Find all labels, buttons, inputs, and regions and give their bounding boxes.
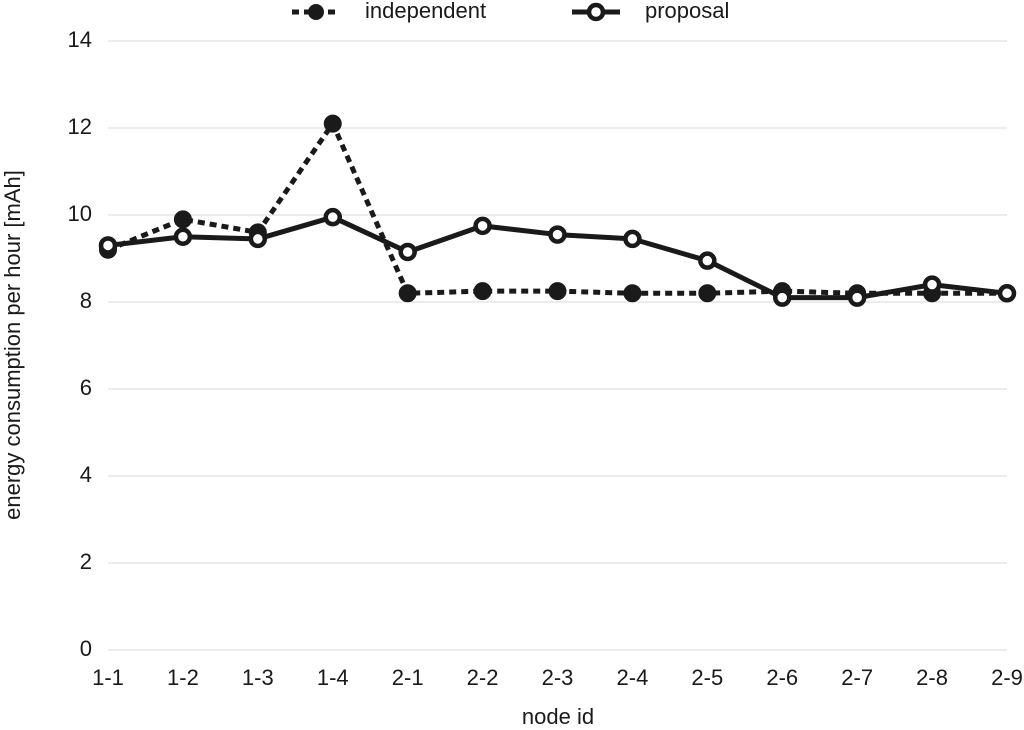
marker	[623, 284, 642, 303]
marker	[473, 216, 492, 236]
x-tick-label: 1-4	[317, 665, 349, 690]
legend-label: proposal	[645, 0, 729, 23]
marker	[922, 275, 942, 294]
marker	[323, 207, 342, 227]
x-tick-label: 1-2	[167, 665, 199, 690]
marker	[773, 288, 792, 307]
marker	[473, 282, 492, 301]
marker	[698, 284, 717, 303]
marker	[548, 225, 567, 244]
legend-marker	[308, 4, 324, 20]
legend-label: independent	[365, 0, 486, 23]
y-tick-label: 4	[80, 462, 92, 487]
marker	[997, 284, 1017, 303]
marker	[398, 242, 417, 262]
y-axis-title: energy consumption per hour [mAh]	[0, 170, 25, 520]
y-tick-label: 12	[68, 114, 92, 139]
marker	[698, 251, 717, 270]
x-tick-label: 2-2	[467, 665, 499, 690]
x-tick-label: 2-9	[991, 665, 1023, 690]
series-line	[107, 121, 1007, 296]
marker	[398, 284, 417, 303]
marker	[173, 227, 193, 246]
y-tick-label: 6	[80, 375, 92, 400]
x-axis-title: node id	[522, 704, 594, 729]
y-tick-label: 10	[68, 201, 92, 226]
x-tick-label: 2-5	[691, 665, 723, 690]
x-tick-label: 2-8	[916, 665, 948, 690]
marker	[173, 210, 192, 229]
marker	[98, 236, 118, 255]
marker	[548, 282, 567, 301]
marker	[323, 114, 342, 133]
marker	[623, 229, 642, 249]
marker	[847, 288, 867, 307]
marker	[248, 229, 268, 249]
x-tick-label: 2-4	[617, 665, 649, 690]
y-tick-label: 8	[80, 288, 92, 313]
x-tick-label: 2-7	[841, 665, 873, 690]
x-tick-label: 1-3	[242, 665, 274, 690]
y-tick-label: 0	[80, 636, 92, 661]
legend-marker	[586, 2, 606, 22]
y-tick-label: 14	[68, 27, 92, 52]
x-tick-label: 2-3	[542, 665, 574, 690]
x-tick-label: 2-1	[392, 665, 424, 690]
y-tick-label: 2	[80, 549, 92, 574]
x-tick-label: 2-6	[766, 665, 798, 690]
x-tick-label: 1-1	[92, 665, 124, 690]
